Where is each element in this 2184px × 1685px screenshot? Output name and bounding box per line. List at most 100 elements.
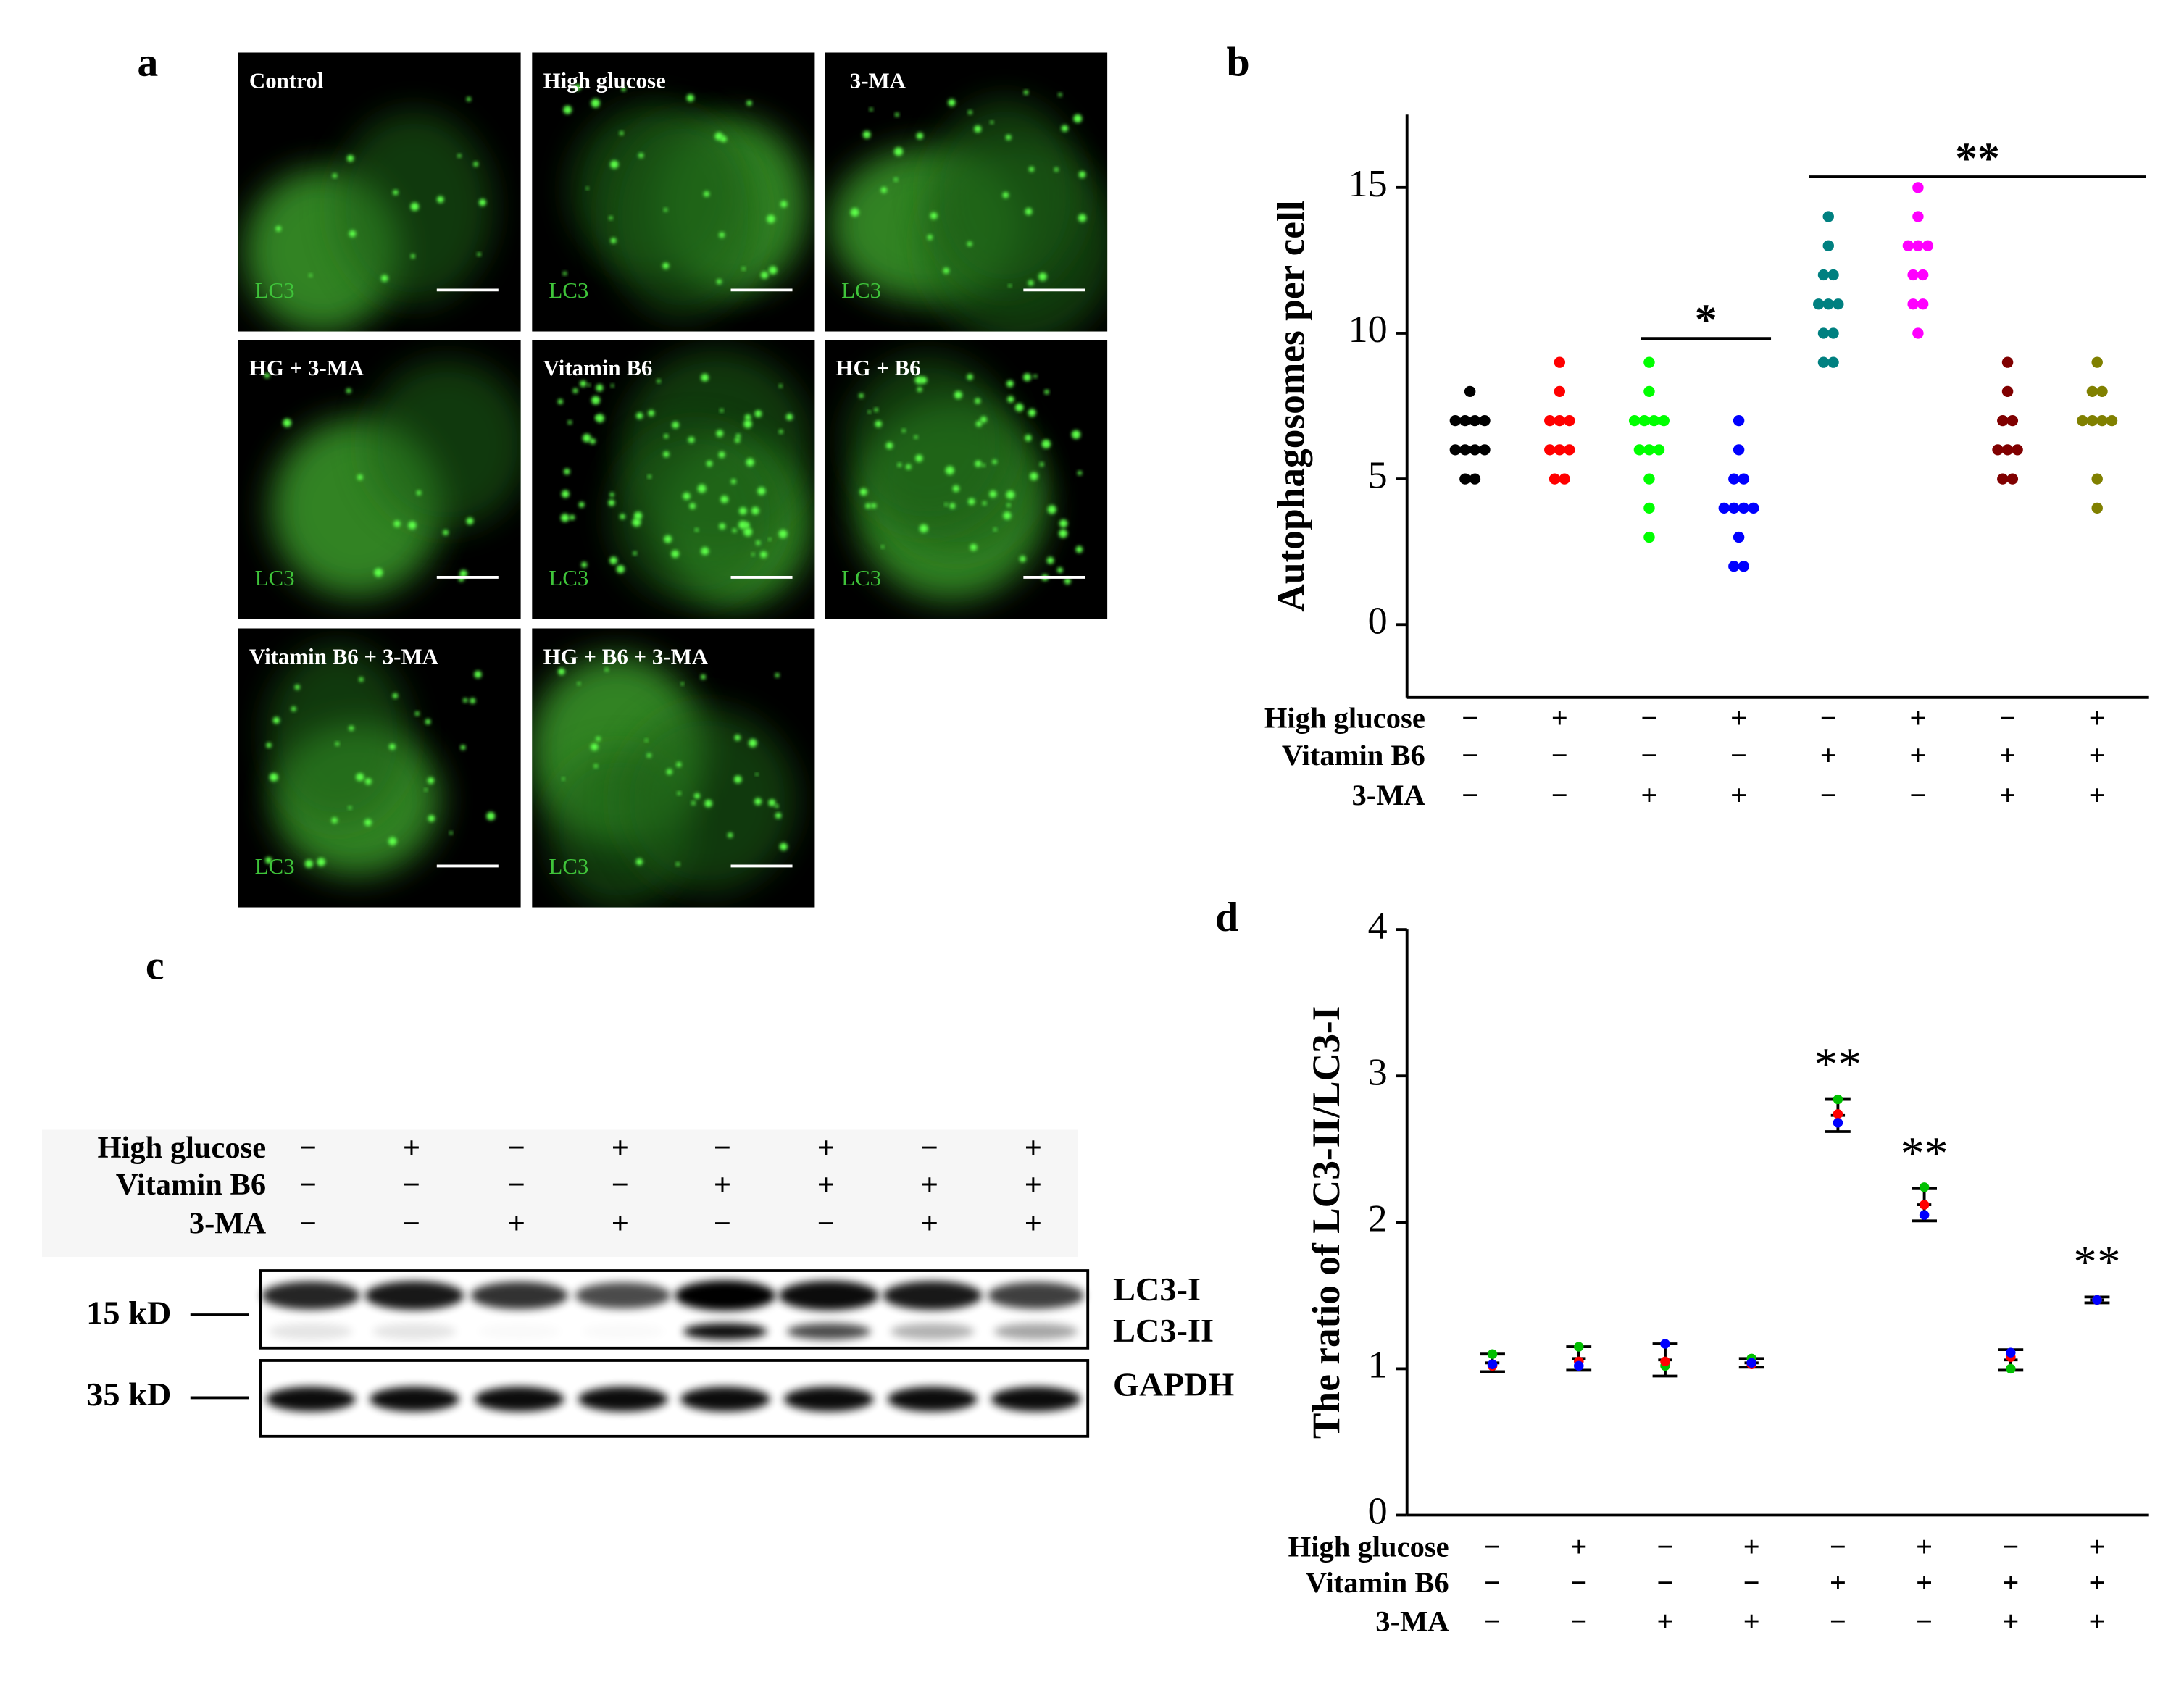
dot <box>2077 415 2088 427</box>
puncta <box>1002 192 1009 198</box>
puncta <box>743 522 750 528</box>
puncta <box>720 495 728 503</box>
puncta <box>768 266 778 275</box>
puncta <box>349 725 354 731</box>
puncta <box>738 507 747 515</box>
condition-sign: + <box>1743 1605 1760 1638</box>
condition-label: High glucose <box>1288 1531 1449 1563</box>
dot <box>1833 298 1844 310</box>
puncta <box>718 451 725 459</box>
puncta <box>954 390 962 399</box>
dot <box>2086 385 2098 398</box>
micrograph <box>238 628 521 908</box>
puncta <box>930 212 938 219</box>
puncta <box>616 565 625 574</box>
dot <box>1917 298 1929 310</box>
stain-label: LC3 <box>841 566 881 590</box>
band-lc3-i <box>675 1280 776 1311</box>
puncta <box>574 84 581 91</box>
dot <box>1922 240 1934 251</box>
puncta <box>443 530 449 535</box>
micrograph <box>824 340 1108 619</box>
puncta <box>944 503 948 506</box>
dot <box>2092 1295 2102 1305</box>
condition-sign: − <box>1909 779 1926 811</box>
cell-body <box>844 356 1012 529</box>
puncta <box>663 451 670 458</box>
condition-label: High glucose <box>1264 702 1425 735</box>
puncta <box>1028 166 1035 172</box>
puncta <box>1059 519 1068 528</box>
puncta <box>591 99 600 108</box>
puncta <box>897 463 902 467</box>
condition-sign: + <box>1570 1531 1587 1563</box>
condition-sign: − <box>1656 1566 1673 1599</box>
puncta <box>633 551 637 556</box>
puncta <box>1039 462 1044 467</box>
puncta <box>1006 490 1015 499</box>
significance-label: ** <box>1955 134 2000 183</box>
micrograph <box>238 340 521 619</box>
puncta <box>1071 430 1081 439</box>
puncta <box>388 743 396 750</box>
condition-sign: + <box>1830 1566 1846 1599</box>
condition-sign: − <box>817 1207 835 1241</box>
puncta <box>948 99 956 106</box>
puncta <box>967 374 973 380</box>
puncta <box>269 773 278 782</box>
puncta <box>635 858 643 866</box>
puncta <box>719 232 725 238</box>
puncta <box>901 429 906 433</box>
puncta <box>743 527 753 537</box>
puncta <box>697 484 707 493</box>
puncta <box>1061 125 1069 132</box>
condition-sign: + <box>1551 702 1568 735</box>
condition-sign: − <box>2002 1531 2019 1563</box>
puncta <box>662 262 670 269</box>
puncta <box>982 501 987 506</box>
dot <box>1822 240 1834 251</box>
puncta <box>757 487 766 496</box>
y-tick-label: 1 <box>1368 1343 1388 1387</box>
cell-body <box>606 116 760 318</box>
puncta <box>691 800 696 806</box>
dot <box>1912 240 1924 251</box>
condition-sign: − <box>612 1168 629 1203</box>
puncta <box>619 131 624 135</box>
y-tick-label: 0 <box>1368 1489 1388 1533</box>
puncta <box>993 527 997 532</box>
blot-header-shade <box>41 1129 1078 1257</box>
condition-sign: + <box>921 1207 938 1241</box>
puncta <box>945 466 954 475</box>
puncta <box>875 420 882 427</box>
condition-sign: + <box>2088 1566 2105 1599</box>
band-gapdh <box>578 1387 668 1412</box>
dot <box>1827 269 1839 281</box>
puncta <box>1006 380 1014 388</box>
puncta <box>1056 567 1063 573</box>
puncta <box>1078 171 1086 178</box>
dot <box>2006 415 2019 427</box>
dot <box>1728 502 1740 514</box>
dot <box>2091 356 2103 368</box>
puncta <box>346 388 351 393</box>
condition-sign: − <box>1641 702 1657 735</box>
puncta <box>610 160 619 169</box>
micrograph <box>532 628 815 908</box>
dot <box>1544 415 1556 427</box>
dot <box>1992 444 2004 456</box>
puncta <box>587 383 591 387</box>
puncta <box>380 275 388 282</box>
puncta <box>749 738 757 748</box>
dot <box>1817 356 1830 368</box>
dot <box>1817 269 1830 281</box>
puncta <box>459 569 467 578</box>
puncta <box>346 154 354 162</box>
puncta <box>557 398 563 404</box>
micrograph <box>532 52 815 332</box>
micrograph <box>532 340 815 619</box>
dot <box>1746 1358 1756 1368</box>
stain-label: LC3 <box>549 278 588 303</box>
puncta <box>646 753 651 758</box>
dot <box>1912 182 1924 193</box>
